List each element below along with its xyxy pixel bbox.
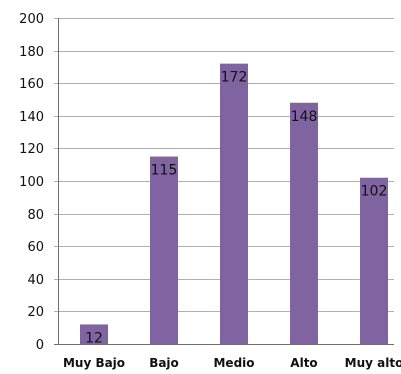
bar [290,102,318,344]
data-label: 115 [151,163,178,179]
x-tick-label: Medio [213,356,254,370]
y-tick-label: 120 [19,142,44,157]
y-tick-label: 160 [19,77,44,92]
x-axis: Muy Bajo Bajo Medio Alto Muy alto [54,344,401,370]
bars [80,63,388,344]
y-tick-label: 20 [27,305,44,320]
data-labels: 12 115 172 148 102 [85,70,387,347]
bar [150,156,178,344]
y-tick-label: 40 [27,273,44,288]
y-tick-label: 100 [19,175,44,190]
bar [360,177,388,344]
data-label: 102 [361,184,388,200]
x-tick-label: Muy alto [345,356,401,370]
bar [80,324,108,344]
y-tick-label: 80 [27,208,44,223]
y-tick-label: 140 [19,110,44,125]
x-tick-label: Muy Bajo [63,356,125,370]
x-tick-label: Alto [290,356,317,370]
y-axis: 0 20 40 60 80 100 120 140 160 180 200 [19,12,59,353]
data-label: 148 [291,109,318,125]
bar [220,63,248,344]
data-label: 12 [85,330,103,346]
data-label: 172 [221,70,248,86]
y-tick-label: 200 [19,12,44,27]
y-tick-label: 60 [27,240,44,255]
x-tick-label: Bajo [149,356,179,370]
y-tick-label: 180 [19,45,44,60]
y-tick-label: 0 [36,338,44,353]
